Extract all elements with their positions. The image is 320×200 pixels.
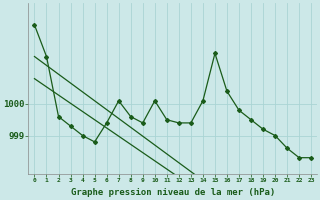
X-axis label: Graphe pression niveau de la mer (hPa): Graphe pression niveau de la mer (hPa) [71, 188, 275, 197]
